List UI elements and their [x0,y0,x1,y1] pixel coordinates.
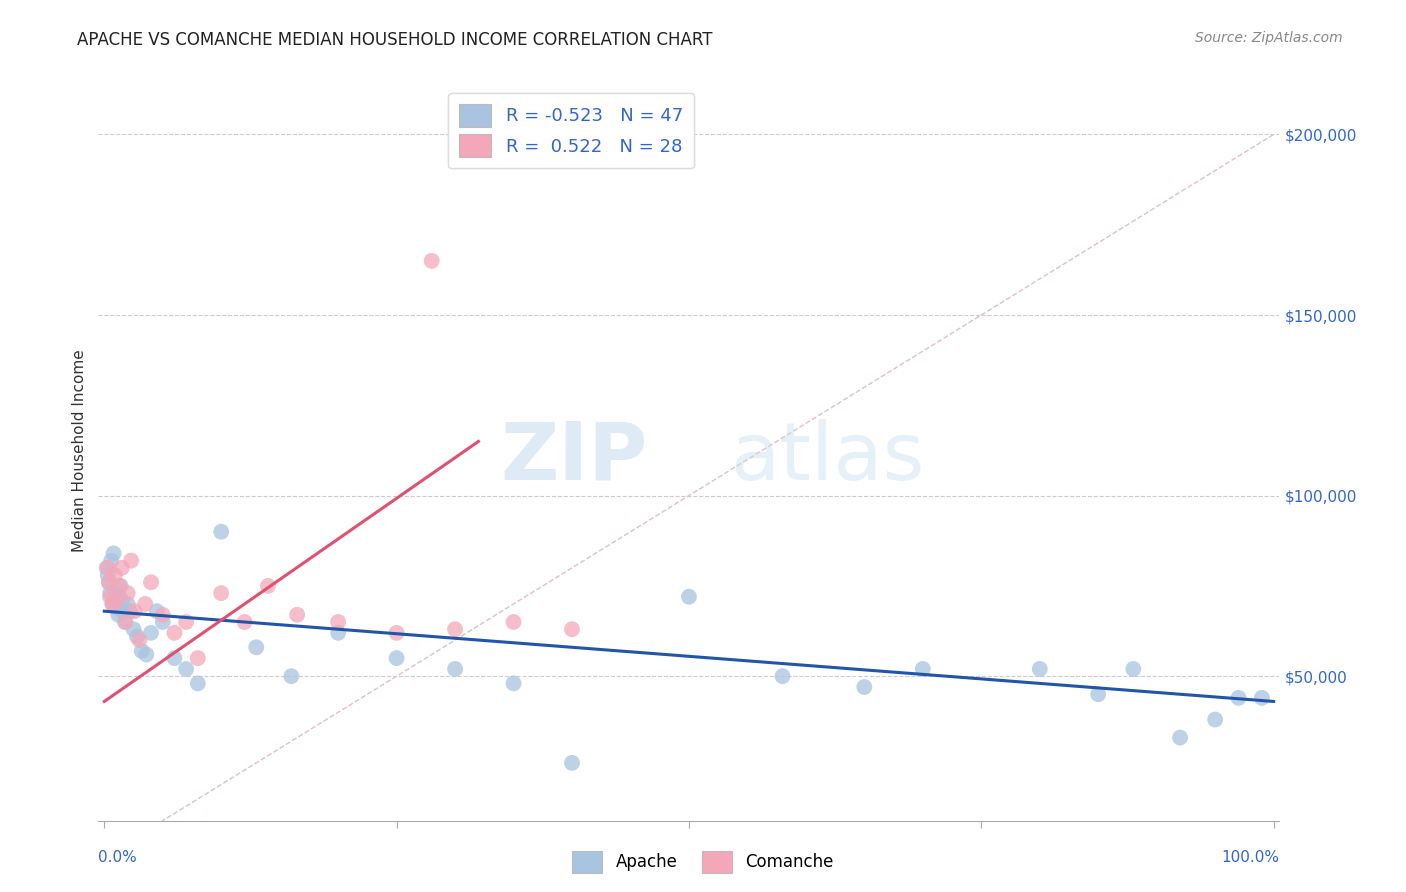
Point [97,568,120,582]
Point [280,669,302,683]
Point [101,597,124,611]
Point [107,607,129,622]
Point [1251,690,1274,705]
Point [98,590,121,604]
Point [108,579,131,593]
Point [134,597,156,611]
Point [163,625,186,640]
Point [110,579,132,593]
Point [125,630,148,644]
Point [124,604,146,618]
Point [245,640,267,655]
Point [561,756,583,770]
Point [100,553,122,567]
Point [187,651,209,665]
Point [678,590,700,604]
Point [326,625,349,640]
Point [146,604,169,618]
Point [101,597,124,611]
Y-axis label: Median Household Income: Median Household Income [72,349,87,552]
Point [502,615,524,629]
Point [853,680,876,694]
Point [1168,731,1191,745]
Point [105,593,128,607]
Text: 100.0%: 100.0% [1222,849,1279,864]
Point [444,622,467,636]
Point [174,615,197,629]
Point [105,582,128,597]
Point [209,524,232,539]
Point [561,622,583,636]
Legend: R = -0.523   N = 47, R =  0.522   N = 28: R = -0.523 N = 47, R = 0.522 N = 28 [449,93,693,169]
Point [163,651,186,665]
Point [233,615,256,629]
Text: Source: ZipAtlas.com: Source: ZipAtlas.com [1195,31,1343,45]
Point [117,586,139,600]
Point [152,607,174,622]
Point [97,561,120,575]
Point [108,590,131,604]
Point [187,676,209,690]
Text: ZIP: ZIP [501,419,648,497]
Point [772,669,794,683]
Point [111,604,134,618]
Point [131,644,153,658]
Text: atlas: atlas [730,419,925,497]
Point [111,561,134,575]
Point [114,615,136,629]
Point [97,575,120,590]
Legend: Apache, Comanche: Apache, Comanche [565,845,841,880]
Point [1122,662,1144,676]
Point [114,615,136,629]
Point [104,600,127,615]
Point [117,597,139,611]
Point [257,579,280,593]
Point [118,604,141,618]
Point [444,662,467,676]
Text: 0.0%: 0.0% [98,849,138,864]
Point [111,593,134,607]
Point [104,568,127,582]
Point [128,633,150,648]
Point [120,553,142,567]
Point [502,676,524,690]
Point [104,590,127,604]
Point [911,662,934,676]
Point [98,586,121,600]
Point [139,625,162,640]
Point [96,561,118,575]
Point [385,625,408,640]
Point [1204,713,1226,727]
Point [97,575,120,590]
Point [420,253,443,268]
Text: APACHE VS COMANCHE MEDIAN HOUSEHOLD INCOME CORRELATION CHART: APACHE VS COMANCHE MEDIAN HOUSEHOLD INCO… [77,31,713,49]
Point [135,648,157,662]
Point [1029,662,1052,676]
Point [209,586,232,600]
Point [285,607,308,622]
Point [385,651,408,665]
Point [1227,690,1250,705]
Point [122,622,145,636]
Point [174,662,197,676]
Point [1087,687,1109,701]
Point [103,546,125,560]
Point [152,615,174,629]
Point [139,575,162,590]
Point [326,615,349,629]
